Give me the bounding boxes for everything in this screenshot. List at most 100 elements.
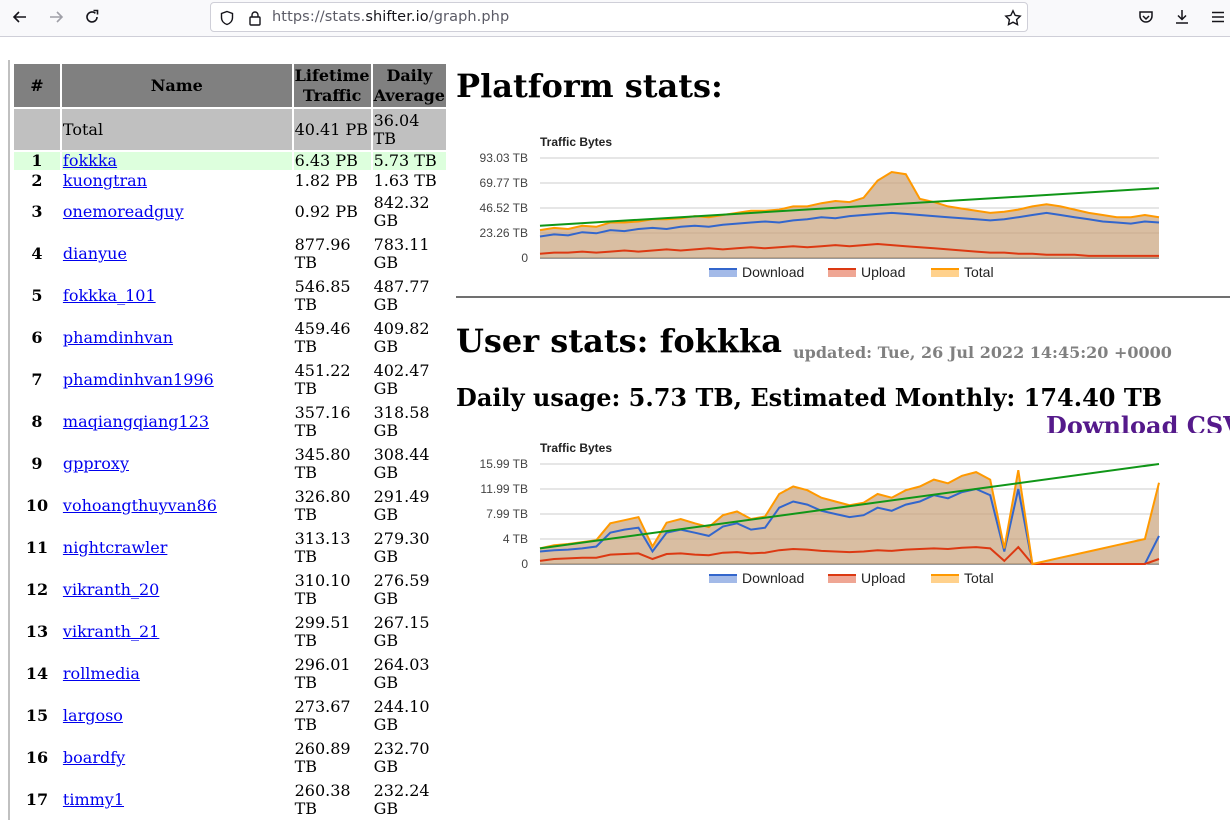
lifetime-cell: 357.16 TB — [294, 403, 351, 440]
user-link[interactable]: rollmedia — [62, 664, 140, 683]
name-cell: phamdinhvan — [62, 318, 292, 358]
rank-cell: 14 — [25, 664, 49, 683]
total-row: Total 40.41 PB 36.04 TB — [14, 109, 446, 150]
lifetime-cell: 260.89 TB — [294, 739, 351, 776]
rank-cell: 4 — [31, 244, 43, 263]
user-link[interactable]: timmy1 — [62, 790, 125, 809]
rank-cell: 16 — [25, 748, 49, 767]
star-icon[interactable] — [1003, 8, 1023, 28]
user-link[interactable]: phamdinhvan1996 — [62, 370, 214, 389]
lifetime-cell: 299.51 TB — [294, 613, 351, 650]
table-row: 1 fokkka 6.43 PB 5.73 TB — [14, 152, 446, 170]
rank-cell: 2 — [31, 171, 43, 190]
shield-icon[interactable] — [217, 8, 237, 28]
y-tick-label: 93.03 TB — [480, 151, 528, 165]
user-link[interactable]: vikranth_20 — [62, 580, 160, 599]
chart-title: Traffic Bytes — [540, 135, 612, 149]
legend-label: Download — [742, 264, 804, 280]
y-tick-label: 11.99 TB — [480, 482, 528, 496]
legend-swatch — [931, 269, 959, 277]
rank-cell: 17 — [25, 790, 49, 809]
platform-title: Platform stats: — [456, 67, 723, 105]
table-row: 14 rollmedia 296.01 TB 264.03 GB — [14, 654, 446, 694]
chart-title: Traffic Bytes — [540, 441, 612, 455]
daily-cell: 5.73 TB — [372, 152, 446, 170]
rank-cell: 13 — [25, 622, 49, 641]
total-label: Total — [61, 109, 292, 150]
user-link[interactable]: phamdinhvan — [62, 328, 174, 347]
menu-icon[interactable] — [1204, 4, 1230, 30]
lifetime-cell: 451.22 TB — [294, 361, 351, 398]
name-cell: boardfy — [62, 738, 292, 778]
user-link[interactable]: vohoangthuyvan86 — [62, 496, 217, 515]
url-bar[interactable]: https://stats.shifter.io/graph.php — [210, 2, 1028, 32]
table-header-row: # Name Lifetime Traffic Daily Average — [14, 64, 446, 107]
daily-cell: 279.30 GB — [373, 529, 430, 566]
table-row: 3 onemoreadguy 0.92 PB 842.32 GB — [14, 192, 446, 232]
daily-cell: 276.59 GB — [373, 571, 430, 608]
daily-cell: 783.11 GB — [373, 235, 430, 272]
rank-cell: 12 — [25, 580, 49, 599]
name-cell: nightcrawler — [62, 528, 292, 568]
total-lifetime: 40.41 PB — [293, 109, 371, 150]
user-link[interactable]: fokkka_101 — [62, 286, 156, 305]
daily-cell: 308.44 GB — [373, 445, 430, 482]
updated-timestamp: updated: Tue, 26 Jul 2022 14:45:20 +0000 — [793, 343, 1172, 362]
name-cell: fokkka — [61, 151, 292, 170]
platform-traffic-chart: Traffic Bytes 0 23.26 TB 46.52 TB 69.77 TB 93… — [480, 135, 1160, 280]
user-link[interactable]: fokkka — [62, 151, 118, 170]
rank-cell: 6 — [31, 328, 43, 347]
table-row: 2 kuongtran 1.82 PB 1.63 TB — [14, 172, 446, 190]
y-tick-label: 23.26 TB — [480, 226, 528, 240]
table-row: 11 nightcrawler 313.13 TB 279.30 GB — [14, 528, 446, 568]
rank-cell: 1 — [14, 152, 60, 170]
forward-arrow-icon[interactable] — [42, 4, 70, 30]
stats-content: Platform stats: Traffic Bytes 0 23.26 TB 46… — [456, 37, 1230, 813]
daily-cell: 487.77 GB — [373, 277, 430, 314]
name-cell: dianyue — [62, 234, 292, 274]
download-csv-link[interactable]: Download CSV — [1046, 411, 1230, 433]
legend-label: Upload — [861, 570, 905, 586]
ranking-panel: # Name Lifetime Traffic Daily Average To… — [8, 60, 448, 820]
back-arrow-icon[interactable] — [6, 4, 34, 30]
y-tick-label: 0 — [521, 251, 528, 265]
daily-cell: 244.10 GB — [373, 697, 430, 734]
name-cell: onemoreadguy — [62, 192, 292, 232]
total-rank-cell — [14, 109, 60, 150]
user-link[interactable]: kuongtran — [62, 171, 148, 190]
pocket-icon[interactable] — [1132, 4, 1160, 30]
lifetime-cell: 877.96 TB — [294, 235, 351, 272]
table-row: 17 timmy1 260.38 TB 232.24 GB — [14, 780, 446, 820]
user-link[interactable]: largoso — [62, 706, 123, 725]
lifetime-cell: 313.13 TB — [294, 529, 351, 566]
download-icon[interactable] — [1168, 4, 1196, 30]
rank-cell: 3 — [31, 202, 43, 221]
user-link[interactable]: maqiangqiang123 — [62, 412, 210, 431]
section-divider — [456, 296, 1230, 298]
user-link[interactable]: onemoreadguy — [62, 202, 184, 221]
user-link[interactable]: nightcrawler — [62, 538, 168, 557]
daily-cell: 409.82 GB — [373, 319, 430, 356]
user-title: User stats: fokkka — [456, 322, 782, 360]
user-link[interactable]: vikranth_21 — [62, 622, 160, 641]
legend-label: Download — [742, 570, 804, 586]
lock-icon[interactable] — [245, 8, 265, 28]
rank-cell: 11 — [25, 538, 49, 557]
legend-label: Upload — [861, 264, 905, 280]
lifetime-cell: 310.10 TB — [294, 571, 351, 608]
rank-cell: 7 — [31, 370, 43, 389]
header-lifetime: Lifetime Traffic — [293, 64, 371, 107]
name-cell: phamdinhvan1996 — [62, 360, 292, 400]
rank-cell: 10 — [25, 496, 49, 515]
daily-cell: 1.63 TB — [373, 171, 437, 190]
daily-cell: 402.47 GB — [373, 361, 430, 398]
total-area — [540, 172, 1159, 258]
lifetime-cell: 296.01 TB — [294, 655, 351, 692]
reload-icon[interactable] — [78, 4, 106, 30]
header-daily: Daily Average — [372, 64, 446, 107]
url-text[interactable]: https://stats.shifter.io/graph.php — [272, 9, 510, 25]
user-link[interactable]: gpproxy — [62, 454, 129, 473]
user-link[interactable]: boardfy — [62, 748, 126, 767]
user-link[interactable]: dianyue — [62, 244, 127, 263]
daily-usage: Daily usage: 5.73 TB, Estimated Monthly:… — [456, 383, 1162, 412]
